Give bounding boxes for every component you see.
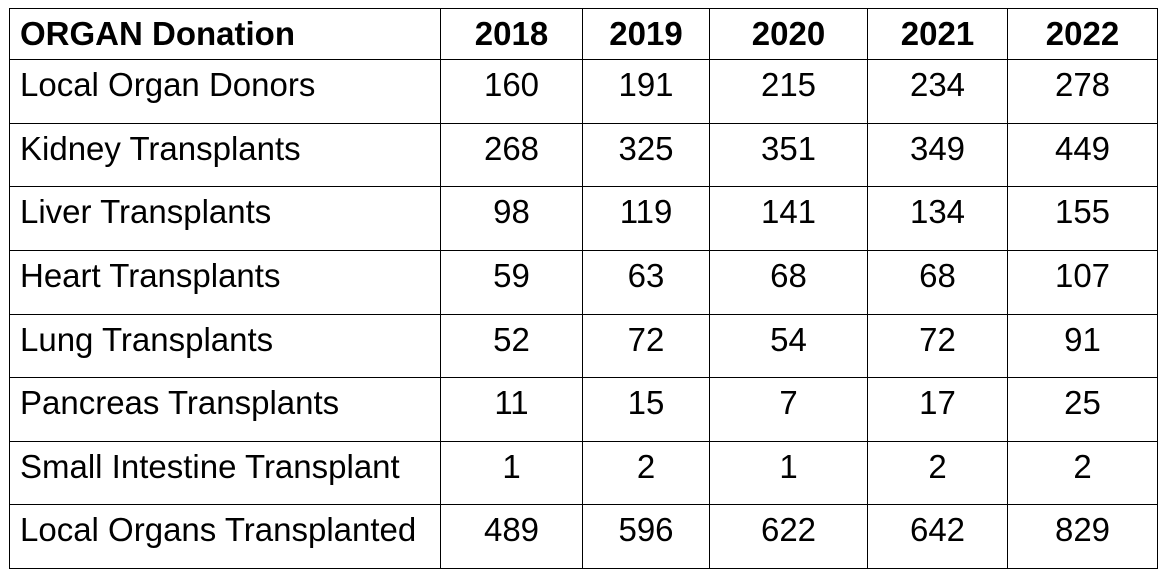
table-cell: 325 <box>582 122 710 188</box>
row-label: Pancreas Transplants <box>9 377 441 442</box>
row-label: Kidney Transplants <box>9 122 441 188</box>
table-cell: 2 <box>582 440 710 506</box>
table-cell: 72 <box>867 313 1008 379</box>
table-cell: 351 <box>709 122 868 188</box>
table-cell: 91 <box>1007 313 1158 379</box>
table-cell: 155 <box>1007 186 1158 251</box>
row-label: Lung Transplants <box>9 313 441 379</box>
column-header-year: 2022 <box>1007 8 1158 60</box>
row-label: Local Organ Donors <box>9 59 441 124</box>
table-cell: 15 <box>582 377 710 442</box>
table-row: Heart Transplants 59 63 68 68 107 <box>9 249 1158 315</box>
table-cell: 7 <box>709 377 868 442</box>
table-cell: 107 <box>1007 249 1158 315</box>
table-row: Liver Transplants 98 119 141 134 155 <box>9 186 1158 251</box>
table-cell: 191 <box>582 59 710 124</box>
table-cell: 68 <box>867 249 1008 315</box>
table-row: Lung Transplants 52 72 54 72 91 <box>9 313 1158 379</box>
table-cell: 278 <box>1007 59 1158 124</box>
table-cell: 134 <box>867 186 1008 251</box>
table-cell: 11 <box>440 377 583 442</box>
table-cell: 1 <box>709 440 868 506</box>
table-cell: 52 <box>440 313 583 379</box>
organ-donation-table: ORGAN Donation 2018 2019 2020 2021 2022 … <box>9 8 1158 569</box>
table-cell: 268 <box>440 122 583 188</box>
row-label: Local Organs Transplanted <box>9 504 441 569</box>
table-row: Local Organ Donors 160 191 215 234 278 <box>9 59 1158 124</box>
row-label: Small Intestine Transplant <box>9 440 441 506</box>
table-cell: 54 <box>709 313 868 379</box>
table-cell: 25 <box>1007 377 1158 442</box>
table-cell: 215 <box>709 59 868 124</box>
table-cell: 98 <box>440 186 583 251</box>
column-header-category: ORGAN Donation <box>9 8 441 60</box>
table-row: Small Intestine Transplant 1 2 1 2 2 <box>9 440 1158 506</box>
table-cell: 489 <box>440 504 583 569</box>
table-cell: 141 <box>709 186 868 251</box>
table-cell: 72 <box>582 313 710 379</box>
table-row: Kidney Transplants 268 325 351 349 449 <box>9 122 1158 188</box>
column-header-year: 2021 <box>867 8 1008 60</box>
table-cell: 596 <box>582 504 710 569</box>
row-label: Liver Transplants <box>9 186 441 251</box>
table-cell: 17 <box>867 377 1008 442</box>
table-cell: 349 <box>867 122 1008 188</box>
table-row: Local Organs Transplanted 489 596 622 64… <box>9 504 1158 569</box>
table-cell: 2 <box>1007 440 1158 506</box>
table-cell: 2 <box>867 440 1008 506</box>
column-header-year: 2020 <box>709 8 868 60</box>
table-row: Pancreas Transplants 11 15 7 17 25 <box>9 377 1158 442</box>
table-cell: 234 <box>867 59 1008 124</box>
table-cell: 829 <box>1007 504 1158 569</box>
table-cell: 449 <box>1007 122 1158 188</box>
row-label: Heart Transplants <box>9 249 441 315</box>
table-cell: 160 <box>440 59 583 124</box>
column-header-year: 2018 <box>440 8 583 60</box>
table-cell: 59 <box>440 249 583 315</box>
table-cell: 642 <box>867 504 1008 569</box>
column-header-year: 2019 <box>582 8 710 60</box>
table-cell: 119 <box>582 186 710 251</box>
table-cell: 63 <box>582 249 710 315</box>
table-cell: 1 <box>440 440 583 506</box>
table-cell: 622 <box>709 504 868 569</box>
table-cell: 68 <box>709 249 868 315</box>
table-header-row: ORGAN Donation 2018 2019 2020 2021 2022 <box>9 8 1158 60</box>
